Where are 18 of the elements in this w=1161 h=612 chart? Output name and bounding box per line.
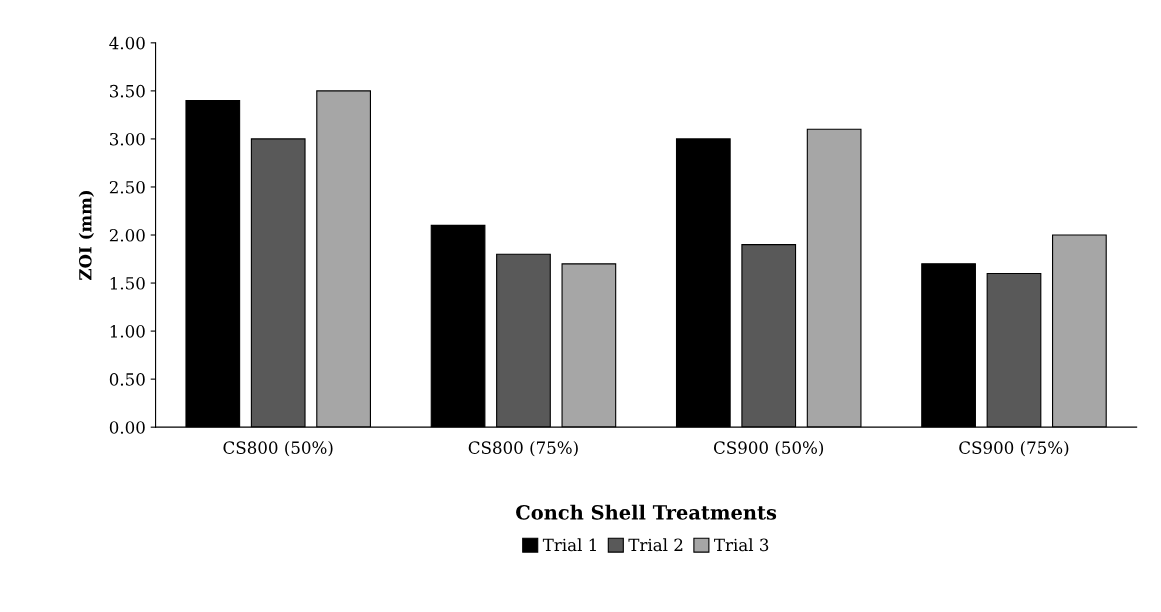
y-axis-title: ZOI (mm) <box>78 190 94 281</box>
legend-label: Trial 3 <box>714 538 769 552</box>
x-tick-label: CS900 (75%) <box>959 441 1069 457</box>
y-tick-label: 0.50 <box>109 373 145 386</box>
legend-label: Trial 1 <box>542 538 596 552</box>
x-tick-label: CS900 (50%) <box>714 441 824 457</box>
y-tick-label: 3.50 <box>110 84 145 98</box>
x-tick-label: CS800 (75%) <box>468 441 578 457</box>
y-tick-label: 3.00 <box>110 132 145 146</box>
y-tick-label: 1.00 <box>110 325 145 338</box>
x-axis-title: Conch Shell Treatments <box>516 504 777 520</box>
x-tick-label: CS800 (50%) <box>223 441 333 457</box>
y-tick-label: 4.00 <box>109 36 145 50</box>
y-tick-label: 2.00 <box>109 228 145 242</box>
y-tick-label: 0.00 <box>109 421 145 434</box>
y-tick-label: 1.50 <box>110 277 145 290</box>
y-tick-label: 2.50 <box>109 180 145 194</box>
legend-label: Trial 2 <box>628 538 683 552</box>
